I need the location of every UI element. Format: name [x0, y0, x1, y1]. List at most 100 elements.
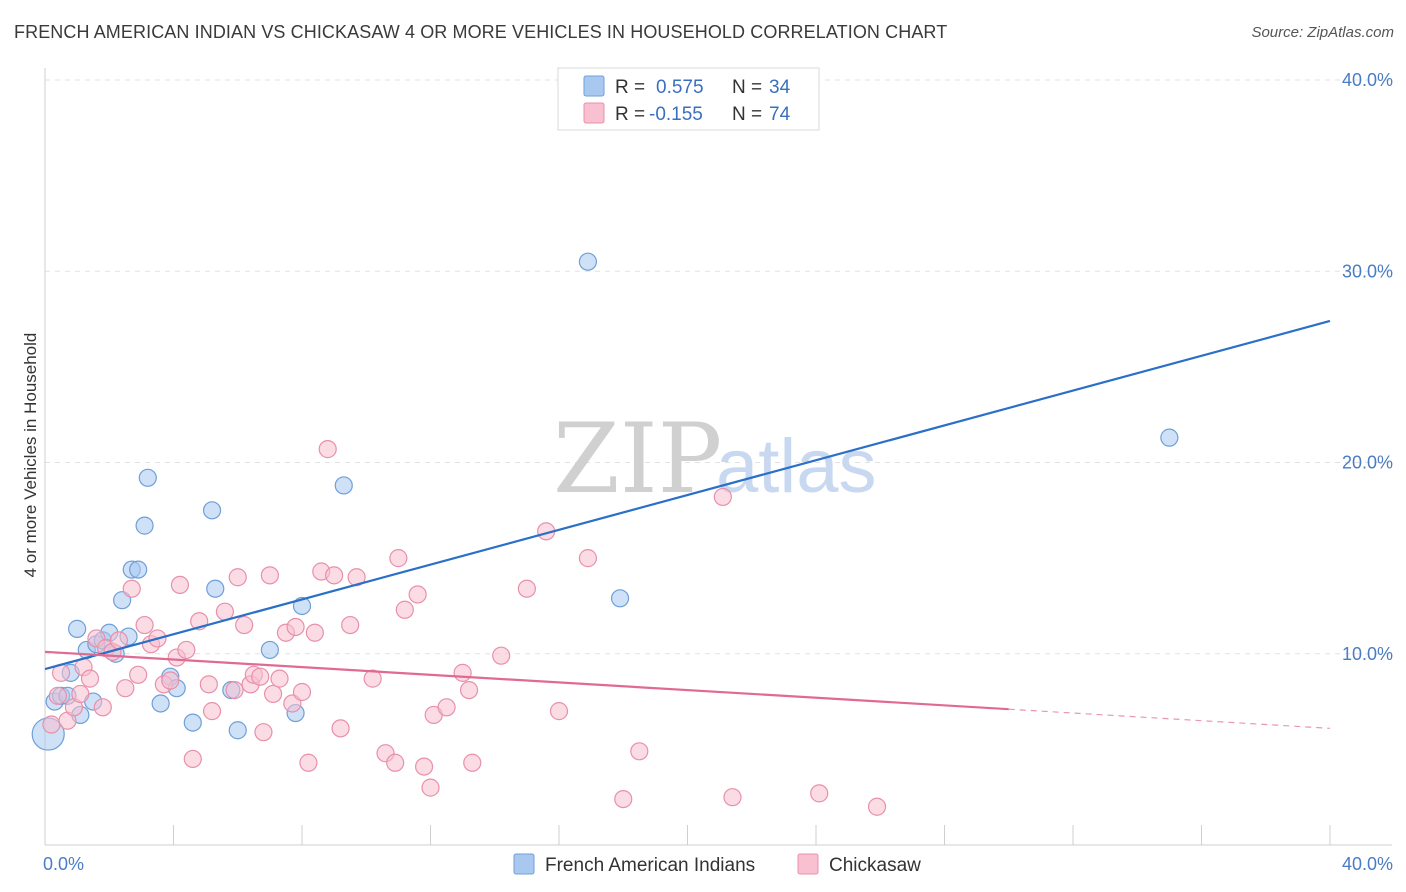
chickasaw-point-74 [867, 797, 887, 816]
y-tick-label-0: 10.0% [1342, 644, 1393, 664]
french-american-indians-point-33 [1160, 428, 1179, 447]
chickasaw-point-56 [408, 585, 427, 604]
chickasaw-point-73 [810, 784, 829, 803]
chickasaw-point-58 [421, 778, 440, 797]
trend-lines [44, 319, 1331, 729]
y-tick-label-1: 20.0% [1342, 453, 1393, 473]
legend-r-label-2: R = [615, 104, 645, 125]
french-american-indians-trend-line [44, 319, 1331, 671]
chickasaw-point-48 [331, 719, 350, 738]
french-american-indians-point-27 [260, 640, 279, 660]
chickasaw-point-53 [386, 753, 405, 772]
chickasaw-point-27 [202, 702, 222, 721]
french-american-indians-point-16 [129, 560, 148, 579]
chickasaw-point-22 [170, 575, 190, 595]
chickasaw-point-13 [116, 679, 135, 698]
axes [44, 68, 1392, 846]
chickasaw-point-41 [286, 617, 305, 637]
chickasaw-point-38 [270, 669, 289, 688]
chickasaw-point-34 [251, 667, 270, 686]
chickasaw-point-62 [459, 680, 479, 700]
tick-labels: 10.0% 20.0% 30.0% 40.0% 0.0% 40.0% [43, 70, 1393, 874]
chickasaw-point-49 [341, 615, 360, 635]
watermark-zip: ZIP [553, 403, 722, 515]
chickasaw-point-24 [183, 749, 202, 769]
french-american-indians-point-22 [183, 713, 202, 732]
french-american-indians-point-19 [151, 694, 170, 713]
chickasaw-point-69 [614, 789, 633, 809]
french-american-indians-point-26 [228, 721, 247, 740]
chickasaw-point-55 [395, 600, 414, 619]
y-tick-label-3: 40.0% [1342, 70, 1393, 90]
chickasaw-point-5 [71, 684, 90, 704]
legend-swatch-pink [583, 102, 605, 124]
chickasaw-point-65 [517, 579, 536, 598]
chickasaw-point-30 [228, 568, 247, 587]
bottom-legend: French American Indians Chickasaw [513, 853, 921, 876]
bottom-legend-label-1: French American Indians [545, 855, 755, 876]
chickasaw-point-35 [254, 723, 273, 742]
chickasaw-point-51 [363, 669, 382, 688]
french-american-indians-point-5 [68, 619, 87, 638]
chickasaw-point-15 [129, 665, 148, 684]
chickasaw-point-57 [414, 757, 434, 776]
chickasaw-point-43 [299, 753, 318, 772]
chickasaw-point-26 [199, 675, 218, 694]
chickasaw-point-46 [318, 440, 337, 459]
french-american-indians-point-18 [138, 468, 157, 487]
french-american-indians-point-30 [334, 476, 353, 495]
chickasaw-point-70 [630, 742, 649, 761]
chickasaw-point-20 [161, 671, 180, 690]
chickasaw-point-60 [437, 698, 456, 717]
data-points [31, 252, 1179, 816]
chickasaw-point-47 [325, 566, 344, 585]
y-axis-label: 4 or more Vehicles in Household [21, 333, 40, 578]
bottom-legend-swatch-blue [513, 853, 535, 875]
french-american-indians-point-32 [610, 589, 630, 608]
source-note: Source: ZipAtlas.com [1251, 24, 1394, 41]
legend-r-value-2: -0.155 [649, 104, 703, 125]
x-tick-label-1: 40.0% [1342, 854, 1393, 874]
chickasaw-point-14 [122, 579, 141, 598]
chickasaw-point-61 [453, 663, 472, 682]
grid-lines [45, 79, 1392, 655]
french-american-indians-point-31 [578, 252, 598, 271]
legend-swatch-blue [583, 75, 605, 97]
chickasaw-trend-line [44, 650, 1009, 711]
chickasaw-point-0 [42, 715, 61, 734]
chickasaw-point-44 [305, 623, 324, 642]
chickasaw-point-9 [93, 698, 112, 717]
chickasaw-point-36 [260, 566, 279, 585]
chickasaw-point-16 [135, 615, 154, 635]
chickasaw-point-42 [292, 682, 312, 702]
chickasaw-point-29 [225, 680, 244, 700]
chickasaw-point-63 [463, 753, 482, 772]
bottom-legend-swatch-pink [797, 853, 819, 875]
chart-title: FRENCH AMERICAN INDIAN VS CHICKASAW 4 OR… [14, 22, 948, 42]
x-tick-label-0: 0.0% [43, 854, 84, 874]
chickasaw-point-68 [578, 549, 598, 568]
chickasaw-point-7 [80, 669, 100, 688]
french-american-indians-point-24 [206, 579, 225, 598]
chickasaw-point-1 [48, 686, 67, 705]
bottom-legend-label-2: Chickasaw [829, 855, 921, 876]
chickasaw-point-71 [713, 487, 732, 507]
legend-n-value-1: 34 [769, 77, 791, 98]
chickasaw-point-54 [389, 549, 408, 568]
legend-n-value-2: 74 [769, 104, 791, 125]
y-tick-label-2: 30.0% [1342, 261, 1393, 281]
chickasaw-trend-extension [1008, 708, 1331, 729]
legend-r-value-1: 0.575 [656, 77, 704, 98]
legend-r-label-1: R = [615, 77, 645, 98]
french-american-indians-point-23 [202, 501, 222, 520]
chickasaw-point-23 [177, 640, 196, 660]
chickasaw-point-72 [723, 788, 742, 807]
chickasaw-point-37 [263, 684, 283, 704]
legend-n-label-1: N = [732, 77, 762, 98]
chickasaw-point-31 [235, 615, 254, 635]
chickasaw-point-64 [492, 646, 511, 665]
legend-n-label-2: N = [732, 104, 762, 125]
french-american-indians-point-17 [135, 516, 154, 535]
chickasaw-point-67 [549, 702, 569, 721]
